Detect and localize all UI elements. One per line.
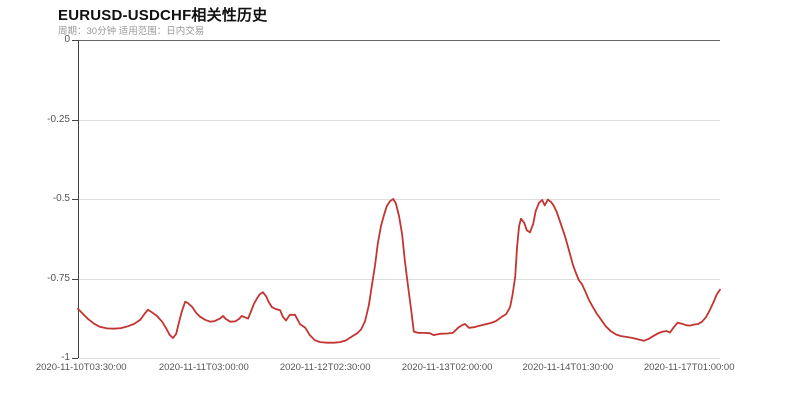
y-axis-tick-label: -1 [61,352,70,363]
x-axis-tick-label: 2020-11-13T02:00:00 [401,362,493,373]
x-axis-tick-label: 2020-11-12T02:30:00 [279,362,371,373]
y-axis-tick-label: -0.25 [47,113,70,125]
correlation-line [77,198,721,344]
y-axis-tick-label: 0 [64,34,70,45]
x-axis-tick-label: 2020-11-17T01:00:00 [643,362,735,373]
y-axis-tick-label: -0.5 [52,193,70,204]
x-axis-tick-label: 2020-11-10T03:30:00 [35,362,127,373]
x-axis-tick-label: 2020-11-14T01:30:00 [522,362,614,373]
chart-title: EURUSD-USDCHF相关性历史 [58,7,268,24]
x-axis-tick-label: 2020-11-11T03:00:00 [158,362,249,373]
plot-area [72,40,721,359]
chart-subtitle: 周期：30分钟 适用范围：日内交易 [58,26,205,37]
chart-canvas [72,40,721,359]
y-axis-tick-label: -0.75 [47,272,70,284]
